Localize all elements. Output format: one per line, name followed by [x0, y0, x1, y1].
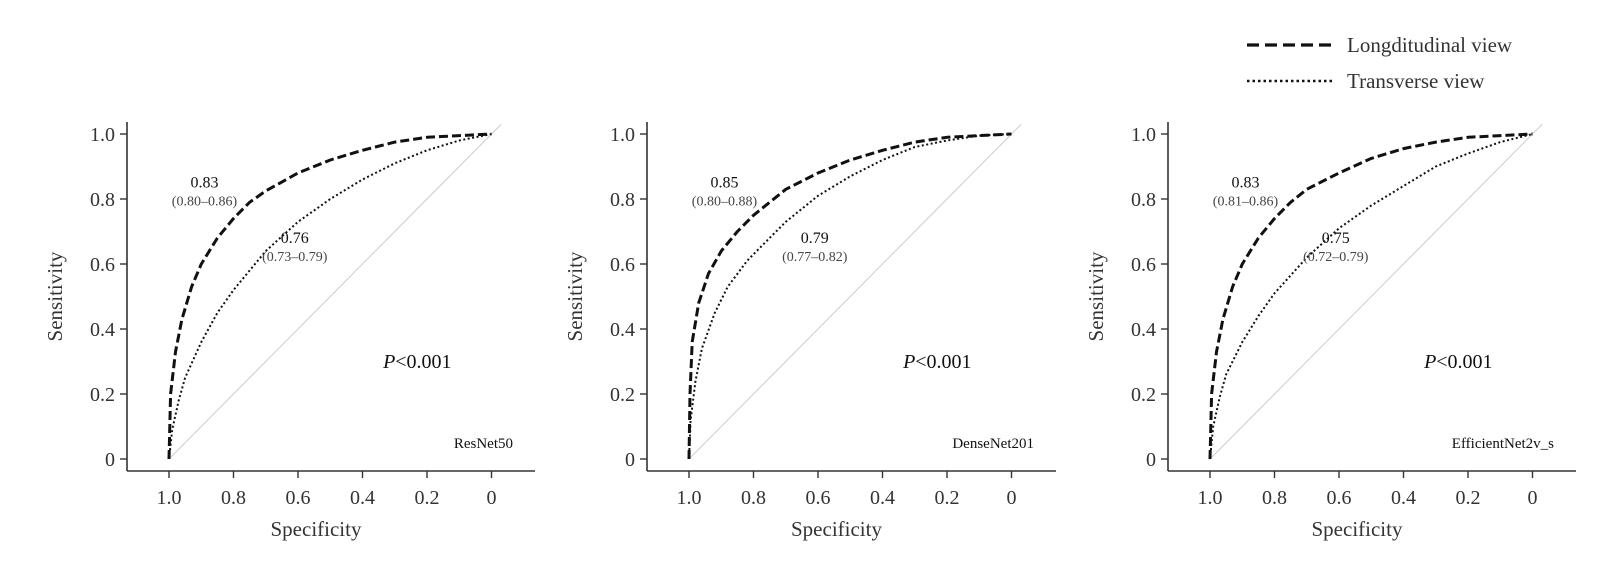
ci-label-transverse: (0.73–0.79) — [262, 250, 328, 265]
y-tick-label: 1.0 — [90, 124, 115, 146]
y-tick-label: 0 — [105, 449, 115, 471]
y-axis-label: Sensitivity — [43, 251, 67, 341]
y-tick-label: 0.4 — [90, 319, 115, 341]
legend-label-longitudinal: Longditudinal view — [1347, 32, 1513, 57]
x-tick-label: 0.6 — [286, 487, 311, 509]
legend-swatch-dotted — [1247, 79, 1333, 83]
legend: Longditudinal view Transverse view — [1245, 30, 1585, 110]
x-axis-label: Specificity — [271, 517, 362, 541]
p-value-label: P<0.001 — [382, 351, 452, 373]
y-tick-label: 0.6 — [90, 254, 115, 276]
legend-label-transverse: Transverse view — [1347, 68, 1485, 93]
auc-label-transverse: 0.76 — [281, 230, 309, 247]
y-tick-label: 0.8 — [90, 189, 115, 211]
y-tick-label: 0.2 — [90, 384, 115, 406]
x-tick-label: 0.2 — [415, 487, 440, 509]
reference-diagonal — [168, 123, 502, 460]
x-tick-label: 0 — [487, 487, 497, 509]
legend-swatch-dashed — [1247, 43, 1333, 47]
model-name-label: ResNet50 — [454, 436, 513, 452]
auc-label-longitudinal: 0.83 — [190, 175, 218, 192]
x-tick-label: 0.8 — [221, 487, 246, 509]
x-tick-label: 0.4 — [350, 487, 375, 509]
roc-curve-transverse — [168, 133, 492, 460]
legend-item-longitudinal: Longditudinal view — [1245, 30, 1512, 60]
x-tick-label: 1.0 — [157, 487, 182, 509]
ci-label-longitudinal: (0.80–0.86) — [172, 195, 238, 210]
roc-curve-longitudinal — [167, 132, 492, 460]
legend-item-transverse: Transverse view — [1245, 66, 1484, 96]
